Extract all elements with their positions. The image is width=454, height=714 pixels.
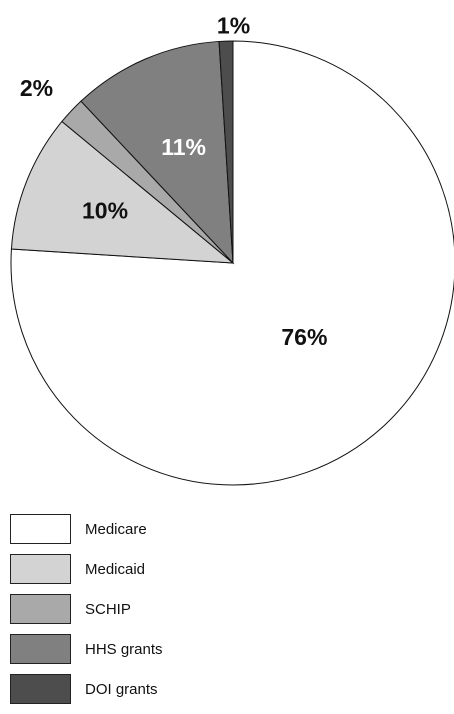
legend-item-hhs-grants: HHS grants bbox=[10, 634, 310, 664]
pie-slice-hhs-grants bbox=[80, 40, 234, 265]
slice-label-medicare: 76% bbox=[281, 324, 327, 350]
slice-label-medicaid: 10% bbox=[82, 197, 128, 223]
legend-label-medicare: Medicare bbox=[85, 520, 147, 538]
pie-chart: 76% 10% 2% 11% 1% bbox=[10, 13, 454, 486]
legend-item-schip: SCHIP bbox=[10, 594, 310, 624]
legend-label-medicaid: Medicaid bbox=[85, 560, 146, 578]
slice-label-hhs-grants: 11% bbox=[161, 134, 206, 160]
legend-label-doi-grants: DOI grants bbox=[85, 680, 158, 698]
legend-swatch-medicare bbox=[10, 514, 71, 544]
legend-label-schip: SCHIP bbox=[85, 600, 131, 618]
legend: Medicare Medicaid SCHIP HHS grants DOI g… bbox=[10, 514, 310, 714]
legend-item-medicare: Medicare bbox=[10, 514, 310, 544]
legend-swatch-schip bbox=[10, 594, 71, 624]
pie-slice-doi-grants bbox=[218, 40, 234, 264]
slice-label-schip: 2% bbox=[20, 75, 53, 101]
slice-label-doi-grants: 1% bbox=[217, 13, 250, 39]
legend-swatch-hhs-grants bbox=[10, 634, 71, 664]
legend-swatch-doi-grants bbox=[10, 674, 71, 704]
legend-swatch-medicaid bbox=[10, 554, 71, 584]
legend-label-hhs-grants: HHS grants bbox=[85, 640, 163, 658]
legend-item-medicaid: Medicaid bbox=[10, 554, 310, 584]
pie-slice-medicaid bbox=[10, 120, 235, 264]
legend-item-doi-grants: DOI grants bbox=[10, 674, 310, 704]
